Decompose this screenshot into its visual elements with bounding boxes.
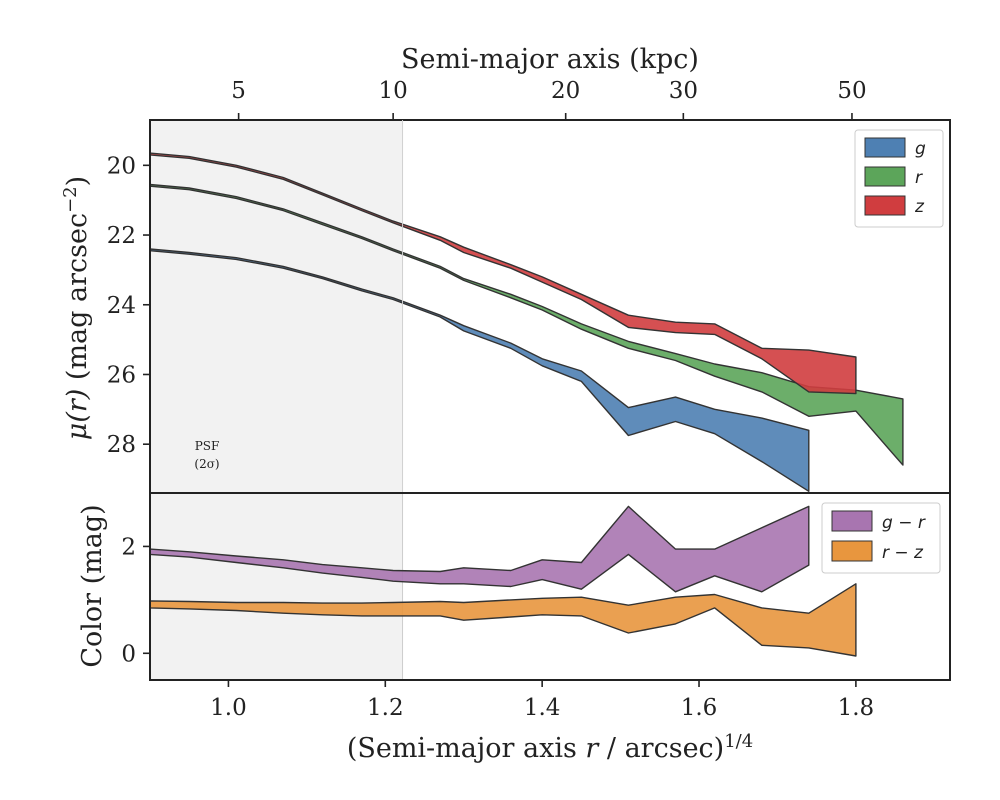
x-tick-label: 1.0 (210, 695, 247, 721)
legend-entry: r (915, 168, 923, 188)
psf-label-line2: (2σ) (194, 457, 219, 471)
top-kpc-ticks: 5 10 20 30 50 (231, 78, 867, 120)
bottom-y-ticks: 02 (121, 534, 150, 667)
band-color-g-r (149, 505, 810, 593)
kpc-tick-label: 20 (551, 78, 580, 104)
kpc-tick-label: 5 (231, 78, 246, 104)
y-tick-label: 20 (107, 153, 136, 179)
kpc-tick-label: 30 (669, 78, 698, 104)
top-y-ticks: 20 22 24 26 28 (107, 153, 150, 458)
legend-entry: z (914, 197, 925, 217)
y-tick-label: 22 (107, 223, 136, 249)
bottom-legend: g − r r − z (821, 502, 941, 574)
band-color-r-z (149, 583, 857, 657)
psf-region-bottom (150, 493, 403, 680)
bottom-axes-frame (149, 492, 951, 681)
bottom-panel: 02 1.0 1.2 1.4 1.6 1.8 Color (mag) (Semi-maj… (77, 492, 951, 765)
legend-entry: g − r (882, 513, 926, 533)
y-tick-label: 2 (121, 534, 136, 560)
top-legend: grz (854, 129, 944, 228)
band-z (149, 152, 857, 395)
legend-swatch (831, 510, 873, 532)
top-y-axis-label: μ(r) (mag arcsec−2) (60, 176, 94, 440)
y-tick-label: 28 (107, 432, 136, 458)
bottom-x-ticks: 1.0 1.2 1.4 1.6 1.8 (210, 680, 874, 721)
band-r (149, 183, 904, 466)
top-axis-title: Semi-major axis (kpc) (401, 44, 699, 75)
x-tick-label: 1.4 (524, 695, 561, 721)
x-tick-label: 1.2 (367, 695, 404, 721)
x-tick-label: 1.6 (681, 695, 718, 721)
legend-swatch (864, 195, 906, 216)
legend-entry: r − z (882, 543, 924, 563)
kpc-tick-label: 10 (378, 78, 407, 104)
y-tick-label: 0 (121, 641, 136, 667)
legend-swatch (831, 540, 873, 562)
kpc-tick-label: 50 (837, 78, 866, 104)
y-tick-label: 26 (107, 362, 136, 388)
bottom-x-axis-label: (Semi-major axis r / arcsec)1/4 (347, 731, 753, 765)
psf-region-top (150, 120, 403, 493)
legend-swatch (864, 166, 906, 187)
bottom-series-group (149, 505, 857, 657)
legend-entry: g (915, 139, 926, 159)
y-tick-label: 24 (107, 293, 136, 319)
band-g (149, 248, 810, 492)
x-tick-label: 1.8 (838, 695, 875, 721)
top-series-group (149, 152, 904, 492)
legend-swatch (864, 137, 906, 158)
psf-label-line1: PSF (195, 439, 220, 453)
bottom-y-axis-label: Color (mag) (77, 504, 108, 667)
